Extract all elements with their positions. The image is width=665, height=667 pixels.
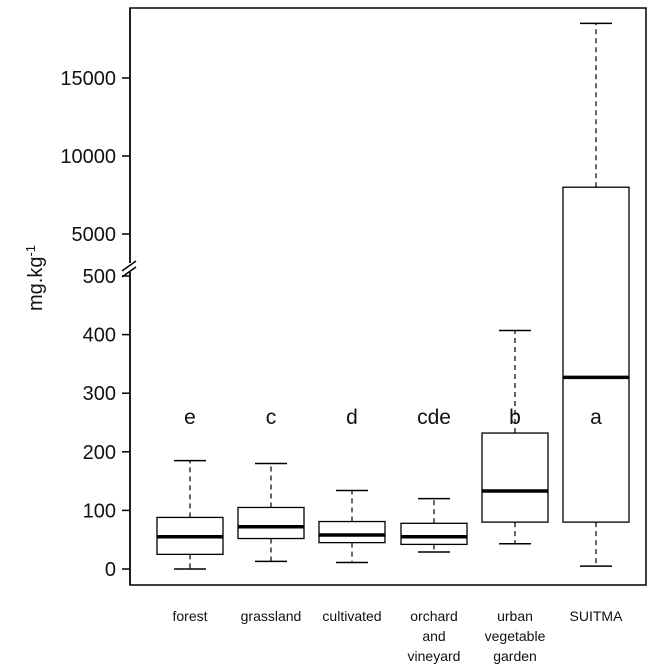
axis-break-mark — [121, 260, 137, 272]
significance-letter: c — [266, 406, 277, 429]
y-tick-label: 300 — [83, 383, 116, 405]
y-tick-label: 10000 — [60, 146, 116, 168]
x-tick-label-line: orchard — [410, 608, 457, 624]
significance-letter: b — [509, 406, 521, 429]
x-tick-label-line: vegetable — [485, 628, 546, 644]
x-tick-label-line: SUITMA — [570, 608, 624, 624]
significance-letters: e c d cde b a — [184, 406, 602, 429]
significance-letter: e — [184, 406, 196, 429]
box-group — [237, 462, 305, 563]
axis-break-mark — [121, 266, 137, 278]
x-tick-label-line: cultivated — [322, 608, 381, 624]
x-tick-label-line: grassland — [241, 608, 302, 624]
iqr-box — [237, 506, 305, 540]
box-group — [400, 497, 468, 553]
significance-letter: a — [590, 406, 602, 429]
y-axis-title-superscript: -1 — [23, 245, 38, 257]
x-axis-labels: forest grassland cultivated orchard and viney… — [172, 608, 623, 664]
y-tick-label: 200 — [83, 442, 116, 464]
iqr-box — [562, 186, 630, 523]
x-tick-label-line: vineyard — [408, 648, 461, 664]
box-group — [481, 329, 549, 545]
significance-letter: d — [346, 406, 358, 429]
iqr-box — [400, 522, 468, 546]
box-group — [318, 489, 386, 564]
y-tick-label: 5000 — [72, 224, 117, 246]
y-tick-label: 400 — [83, 325, 116, 347]
x-tick-label: urban vegetable garden — [485, 608, 546, 664]
iqr-box — [481, 432, 549, 523]
x-tick-label-line: urban — [497, 608, 533, 624]
boxes — [156, 22, 630, 570]
y-tick-label: 15000 — [60, 68, 116, 90]
x-tick-label-line: garden — [493, 648, 537, 664]
iqr-box — [318, 520, 386, 544]
box-group — [156, 459, 224, 570]
axis-break-gap — [124, 263, 136, 272]
box-group — [562, 22, 630, 567]
y-axis: 0 100 200 300 400 500 5000 10000 15000 — [60, 8, 137, 585]
x-tick-label: SUITMA — [570, 608, 624, 624]
x-tick-label-line: and — [422, 628, 445, 644]
y-axis-title: mg.kg-1 — [23, 245, 48, 311]
y-tick-label: 500 — [83, 266, 116, 288]
x-tick-label: grassland — [241, 608, 302, 624]
y-axis-title-text: mg.kg — [25, 257, 47, 311]
significance-letter: cde — [417, 406, 451, 429]
x-tick-label: orchard and vineyard — [408, 608, 461, 664]
y-tick-label: 0 — [105, 559, 116, 581]
x-tick-label: forest — [172, 608, 207, 624]
x-tick-label-line: forest — [172, 608, 207, 624]
x-tick-label: cultivated — [322, 608, 381, 624]
y-tick-label: 100 — [83, 500, 116, 522]
